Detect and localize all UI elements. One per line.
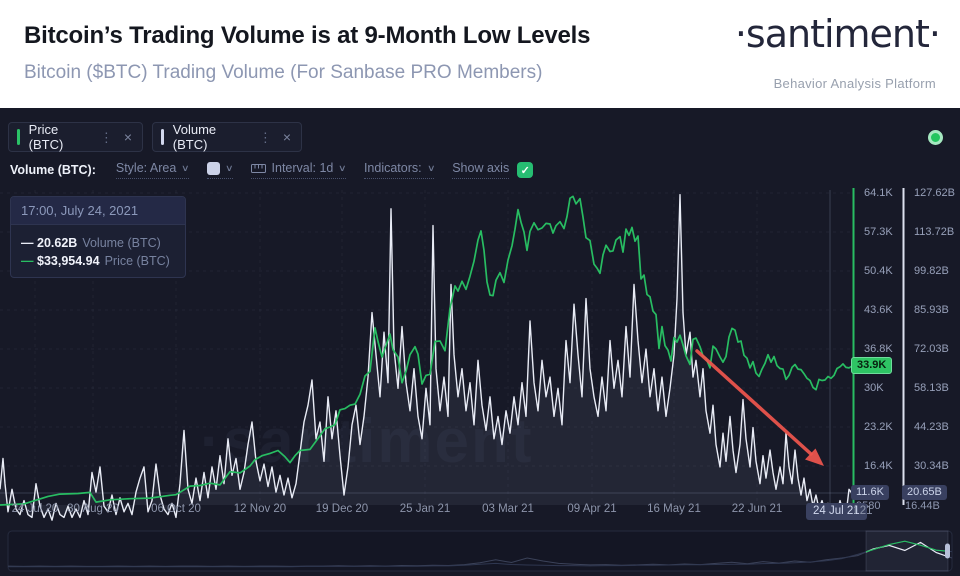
tab-volume-btc[interactable]: Volume (BTC) ⋮ × xyxy=(152,122,302,152)
close-icon[interactable]: × xyxy=(282,129,291,145)
interval-ruler-icon xyxy=(250,162,266,175)
price-tick-label: 16.4K xyxy=(864,460,893,472)
chevron-down-icon: ∨ xyxy=(338,162,347,173)
page-subtitle: Bitcoin ($BTC) Trading Volume (For Sanba… xyxy=(24,62,543,83)
volume-tick-label: 58.13B xyxy=(914,382,949,394)
kebab-icon[interactable]: ⋮ xyxy=(258,129,272,145)
tab-accent-bar xyxy=(17,129,20,145)
series-dash-icon: — xyxy=(21,254,34,268)
series-dash-icon: — xyxy=(21,236,34,250)
x-tick-label: 06 Oct 20 xyxy=(151,503,201,515)
chart-toolbar: Volume (BTC): Style: Area ∨ ∨ Interval: … xyxy=(10,159,534,181)
x-tick-label: 16 May 21 xyxy=(647,503,701,515)
color-swatch xyxy=(206,161,220,175)
kebab-icon[interactable]: ⋮ xyxy=(99,129,113,145)
price-tick-label: 50.4K xyxy=(864,265,893,277)
x-tick-label: 12 Nov 20 xyxy=(233,503,287,515)
price-crosshair-badge: 11.6K xyxy=(851,485,889,500)
volume-crosshair-badge: 20.65B xyxy=(902,485,947,500)
tab-accent-bar xyxy=(161,129,164,145)
metric-label: Volume (BTC): xyxy=(10,163,96,177)
logo-tagline: Behavior Analysis Platform xyxy=(773,76,936,91)
x-tick-label: 19 Dec 20 xyxy=(315,503,369,515)
x-tick-label: 09 Apr 21 xyxy=(567,503,617,515)
volume-tick-label: 127.62B xyxy=(914,187,955,199)
tooltip-time: 17:00, July 24, 2021 xyxy=(11,197,185,225)
volume-min-label: 16.44B xyxy=(905,500,940,512)
color-dropdown[interactable]: ∨ xyxy=(206,161,234,179)
show-axis-checkbox[interactable]: ✓ xyxy=(517,162,534,178)
price-current-badge: 33.9K xyxy=(851,357,893,374)
tab-price-btc[interactable]: Price (BTC) ⋮ × xyxy=(8,122,143,152)
x-tick-label: 25 Jan 21 xyxy=(399,503,451,515)
volume-tick-label: 30.34B xyxy=(914,460,949,472)
volume-tick-label: 44.23B xyxy=(914,421,949,433)
live-status-icon xyxy=(928,130,943,145)
watermark: ·santiment xyxy=(200,407,534,476)
santiment-logo: ·santiment· xyxy=(734,12,941,56)
chevron-down-icon: ∨ xyxy=(181,162,190,173)
page-header: Bitcoin’s Trading Volume is at 9-Month L… xyxy=(0,0,960,108)
price-tick-label: 23.2K xyxy=(864,421,893,433)
volume-tick-label: 72.03B xyxy=(914,343,949,355)
chart-tooltip: 17:00, July 24, 2021 — 20.62B Volume (BT… xyxy=(10,196,186,278)
x-tick-label: 03 Mar 21 xyxy=(482,503,534,515)
page-title: Bitcoin’s Trading Volume is at 9-Month L… xyxy=(24,22,591,49)
tooltip-price-row: — $33,954.94 Price (BTC) xyxy=(21,254,170,268)
x-tick-label: 22 Jun 21 xyxy=(731,503,783,515)
price-tick-label: 43.6K xyxy=(864,304,893,316)
chevron-down-icon: ∨ xyxy=(224,162,234,173)
check-icon: ✓ xyxy=(520,164,530,177)
show-axis-label: Show axis xyxy=(452,161,510,179)
interval-dropdown[interactable]: Interval: 1d ∨ xyxy=(250,161,347,179)
price-tick-label: 57.3K xyxy=(864,226,893,238)
indicators-dropdown[interactable]: Indicators: ∨ xyxy=(363,161,436,179)
chevron-down-icon: ∨ xyxy=(426,162,436,173)
tab-label: Price (BTC) xyxy=(28,122,64,152)
x-tick-label: 30 Aug 20 xyxy=(67,503,119,515)
tab-label: Volume (BTC) xyxy=(172,122,217,152)
tooltip-volume-row: — 20.62B Volume (BTC) xyxy=(21,236,161,250)
price-tick-label: 30K xyxy=(864,382,884,394)
style-dropdown[interactable]: Style: Area ∨ xyxy=(115,161,190,179)
volume-tick-label: 113.72B xyxy=(914,226,955,238)
price-tick-label: 36.8K xyxy=(864,343,893,355)
volume-tick-label: 85.93B xyxy=(914,304,949,316)
x-overlapped-tick: l 21 xyxy=(854,505,873,517)
volume-tick-label: 99.82B xyxy=(914,265,949,277)
x-tick-label: 24 Jul 20 xyxy=(11,503,59,515)
close-icon[interactable]: × xyxy=(123,129,132,145)
price-tick-label: 64.1K xyxy=(864,187,893,199)
